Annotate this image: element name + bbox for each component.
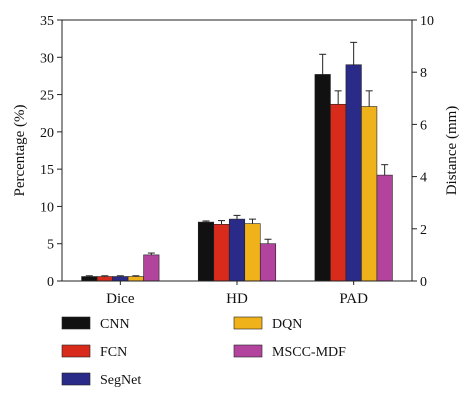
- y2-tick-label: 4: [420, 171, 427, 186]
- y-tick-label: 5: [47, 238, 54, 253]
- bar-fcn-hd: [213, 224, 230, 282]
- y-tick-label: 20: [40, 126, 54, 141]
- y-axis-title: Percentage (%): [12, 104, 28, 196]
- legend-swatch-dqn: [233, 316, 263, 330]
- bar-cnn-dice: [81, 276, 98, 282]
- y-tick-label: 10: [40, 200, 54, 215]
- bar-segnet-dice: [112, 276, 129, 282]
- legend-swatch-fcn: [61, 344, 91, 358]
- y-tick-label: 0: [47, 275, 54, 290]
- bar-segnet-hd: [228, 218, 246, 282]
- bar-fcn-dice: [96, 276, 113, 282]
- legend-label-cnn: CNN: [100, 317, 130, 332]
- legend-label-segnet: SegNet: [100, 373, 141, 388]
- bar-mscc-mdf-dice: [143, 254, 160, 282]
- bar-dqn-hd: [244, 223, 261, 282]
- axes-layer: 0 5 10 15 20 25 30 35 0 2 4 6 8 10 Dice HD PAD Percentage…: [12, 14, 460, 307]
- legend: CNN FCN SegNet DQN MSCC-MDF: [61, 316, 346, 388]
- y-tick-label: 30: [40, 51, 54, 66]
- x-tick-label: Dice: [106, 291, 135, 307]
- y2-tick-label: 8: [420, 66, 427, 81]
- bar-fcn-pad: [330, 103, 347, 282]
- legend-label-mscc-mdf: MSCC-MDF: [272, 345, 346, 360]
- y2-tick-label: 0: [420, 275, 427, 290]
- bar-dqn-pad: [361, 106, 378, 282]
- y-tick-label: 25: [40, 89, 54, 104]
- bar-mscc-mdf-pad: [376, 174, 393, 282]
- legend-swatch-segnet: [61, 372, 91, 386]
- x-tick-label: HD: [226, 291, 248, 307]
- bar-cnn-pad: [314, 74, 331, 282]
- y2-tick-label: 2: [420, 223, 427, 238]
- x-tick-label: PAD: [339, 291, 368, 307]
- legend-swatch-cnn: [61, 316, 91, 330]
- bars-layer: [81, 64, 393, 282]
- bar-segnet-pad: [345, 64, 362, 282]
- bar-dqn-dice: [127, 276, 144, 282]
- legend-label-fcn: FCN: [100, 345, 127, 360]
- y2-tick-label: 10: [420, 14, 434, 29]
- y2-tick-label: 6: [420, 118, 427, 133]
- y-tick-label: 15: [40, 163, 54, 178]
- y2-axis-title: Distance (mm): [444, 106, 460, 196]
- bar-cnn-hd: [197, 221, 215, 282]
- y-tick-label: 35: [40, 14, 54, 29]
- bar-mscc-mdf-hd: [259, 243, 277, 282]
- legend-swatch-mscc-mdf: [233, 344, 263, 358]
- error-bars-layer: [85, 41, 389, 277]
- legend-label-dqn: DQN: [272, 317, 302, 332]
